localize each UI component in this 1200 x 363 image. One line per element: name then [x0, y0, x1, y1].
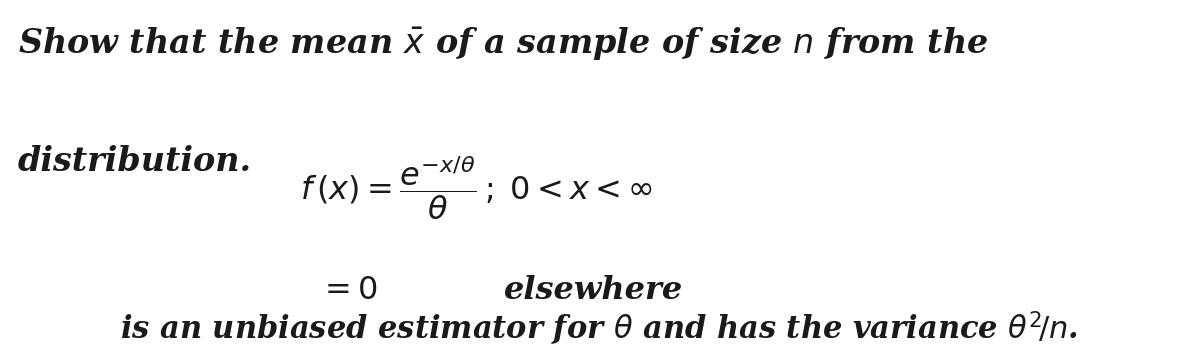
Text: is an unbiased estimator for $\theta$ and has the variance $\theta^2\!/n$.: is an unbiased estimator for $\theta$ an…: [120, 310, 1079, 348]
Text: Show that the mean $\bar{x}$ of a sample of size $n$ from the: Show that the mean $\bar{x}$ of a sample…: [18, 25, 989, 62]
Text: $= 0$: $= 0$: [318, 275, 378, 306]
Text: elsewhere: elsewhere: [504, 275, 683, 306]
Text: $f\,(x) = \dfrac{e^{-x/\theta}}{\theta}\,;\; 0 < x < \infty$: $f\,(x) = \dfrac{e^{-x/\theta}}{\theta}\…: [300, 155, 653, 223]
Text: distribution.: distribution.: [18, 145, 252, 178]
